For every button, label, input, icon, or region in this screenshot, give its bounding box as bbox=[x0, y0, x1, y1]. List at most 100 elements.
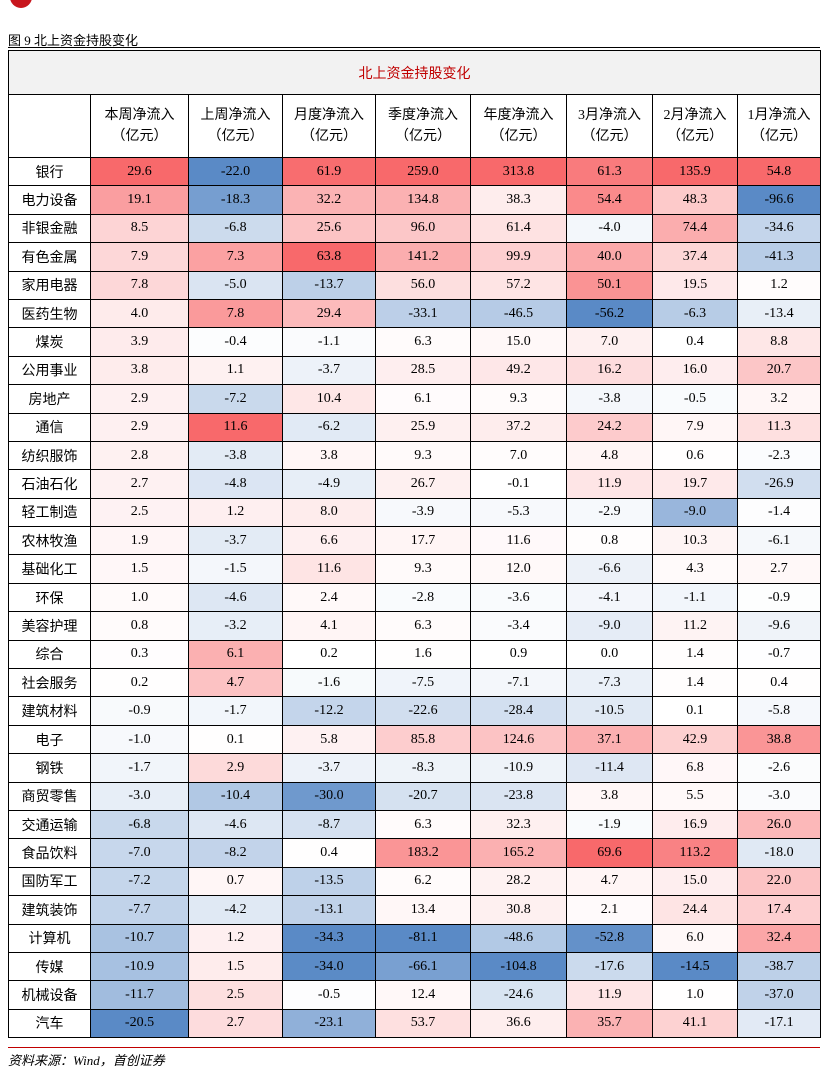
value-cell: -2.8 bbox=[375, 582, 471, 613]
value-cell: 1.5 bbox=[188, 951, 283, 982]
value-cell: 32.2 bbox=[282, 185, 376, 215]
column-unit: （亿元） bbox=[751, 129, 808, 144]
column-name: 月度净流入 bbox=[294, 108, 364, 123]
table-row: 有色金属 7.9 7.3 63.8 141.2 99.9 40.0 37.4 -41.3 bbox=[8, 242, 822, 272]
row-label: 国防军工 bbox=[8, 866, 91, 897]
column-header: 3月净流入 （亿元） bbox=[566, 94, 653, 158]
value-cell: -1.1 bbox=[282, 327, 376, 357]
column-unit: （亿元） bbox=[395, 129, 451, 144]
value-cell: -1.4 bbox=[736, 497, 822, 528]
table-row: 传媒 -10.9 1.5 -34.0 -66.1 -104.8 -17.6 -14.5 -38.… bbox=[8, 951, 822, 982]
value-cell: -3.7 bbox=[188, 526, 283, 556]
value-cell: -3.7 bbox=[282, 355, 376, 386]
table-row: 建筑材料 -0.9 -1.7 -12.2 -22.6 -28.4 -10.5 0.1 -5.8 bbox=[8, 696, 822, 726]
value-cell: 0.6 bbox=[652, 440, 738, 471]
value-cell: 53.7 bbox=[375, 1008, 471, 1039]
value-cell: 7.8 bbox=[90, 270, 189, 300]
column-name: 年度净流入 bbox=[483, 108, 554, 123]
value-cell: -7.5 bbox=[375, 668, 471, 698]
value-cell: 1.6 bbox=[375, 639, 471, 670]
value-cell: 7.3 bbox=[188, 242, 283, 272]
column-header: 上周净流入 （亿元） bbox=[188, 94, 283, 158]
table-row: 建筑装饰 -7.7 -4.2 -13.1 13.4 30.8 2.1 24.4 17.4 bbox=[8, 895, 822, 925]
value-cell: -0.4 bbox=[188, 327, 283, 357]
column-header: 年度净流入 （亿元） bbox=[470, 94, 567, 158]
value-cell: 124.6 bbox=[470, 724, 567, 755]
value-cell: -3.8 bbox=[566, 384, 653, 414]
value-cell: -6.8 bbox=[90, 809, 189, 840]
value-cell: 11.6 bbox=[470, 526, 567, 556]
table-row: 钢铁 -1.7 2.9 -3.7 -8.3 -10.9 -11.4 6.8 -2.6 bbox=[8, 753, 822, 783]
value-cell: -81.1 bbox=[375, 923, 471, 953]
value-cell: -6.2 bbox=[282, 412, 376, 442]
value-cell: 6.3 bbox=[375, 809, 471, 840]
value-cell: 69.6 bbox=[566, 838, 653, 868]
table-row: 食品饮料 -7.0 -8.2 0.4 183.2 165.2 69.6 113.2 -18.0 bbox=[8, 838, 822, 868]
column-unit: （亿元） bbox=[667, 129, 723, 144]
value-cell: -38.7 bbox=[736, 951, 822, 982]
table-row: 电子 -1.0 0.1 5.8 85.8 124.6 37.1 42.9 38.8 bbox=[8, 724, 822, 755]
value-cell: -0.1 bbox=[470, 469, 567, 499]
table-row: 家用电器 7.8 -5.0 -13.7 56.0 57.2 50.1 19.5 1.2 bbox=[8, 270, 822, 300]
value-cell: 25.6 bbox=[282, 213, 376, 244]
value-cell: 1.5 bbox=[90, 554, 189, 584]
value-cell: 3.8 bbox=[282, 440, 376, 471]
table-row: 美容护理 0.8 -3.2 4.1 6.3 -3.4 -9.0 11.2 -9.6 bbox=[8, 611, 822, 641]
value-cell: -3.7 bbox=[282, 753, 376, 783]
value-cell: 2.4 bbox=[282, 582, 376, 613]
value-cell: -10.4 bbox=[188, 781, 283, 811]
value-cell: 2.5 bbox=[90, 497, 189, 528]
value-cell: 12.4 bbox=[375, 980, 471, 1010]
value-cell: -3.9 bbox=[375, 497, 471, 528]
row-label: 非银金融 bbox=[8, 213, 91, 244]
value-cell: 24.4 bbox=[652, 895, 738, 925]
value-cell: -22.6 bbox=[375, 696, 471, 726]
value-cell: -6.1 bbox=[736, 526, 822, 556]
value-cell: 2.7 bbox=[90, 469, 189, 499]
row-label: 综合 bbox=[8, 639, 91, 670]
value-cell: 11.6 bbox=[188, 412, 283, 442]
value-cell: 11.9 bbox=[566, 980, 653, 1010]
column-name: 2月净流入 bbox=[663, 108, 727, 123]
value-cell: 3.9 bbox=[90, 327, 189, 357]
value-cell: 0.1 bbox=[652, 696, 738, 726]
value-cell: 19.1 bbox=[90, 185, 189, 215]
value-cell: -1.0 bbox=[90, 724, 189, 755]
value-cell: 6.3 bbox=[375, 611, 471, 641]
value-cell: -0.9 bbox=[736, 582, 822, 613]
value-cell: -1.5 bbox=[188, 554, 283, 584]
value-cell: -4.2 bbox=[188, 895, 283, 925]
heatmap-table: 北上资金持股变化 本周净流入 （亿元） 上周净流入 （亿元） 月度净流入 （亿元） 季度净流… bbox=[7, 50, 822, 1039]
value-cell: -2.6 bbox=[736, 753, 822, 783]
value-cell: 28.2 bbox=[470, 866, 567, 897]
value-cell: 4.1 bbox=[282, 611, 376, 641]
value-cell: 56.0 bbox=[375, 270, 471, 300]
row-label: 社会服务 bbox=[8, 668, 91, 698]
value-cell: 37.2 bbox=[470, 412, 567, 442]
column-header: 季度净流入 （亿元） bbox=[375, 94, 471, 158]
value-cell: -1.6 bbox=[282, 668, 376, 698]
value-cell: 29.4 bbox=[282, 298, 376, 329]
row-label: 通信 bbox=[8, 412, 91, 442]
value-cell: 17.7 bbox=[375, 526, 471, 556]
row-label: 交通运输 bbox=[8, 809, 91, 840]
value-cell: -13.5 bbox=[282, 866, 376, 897]
value-cell: 313.8 bbox=[470, 156, 567, 187]
value-cell: 48.3 bbox=[652, 185, 738, 215]
value-cell: 11.6 bbox=[282, 554, 376, 584]
value-cell: 2.7 bbox=[188, 1008, 283, 1039]
value-cell: 99.9 bbox=[470, 242, 567, 272]
row-label: 轻工制造 bbox=[8, 497, 91, 528]
value-cell: 11.9 bbox=[566, 469, 653, 499]
value-cell: 85.8 bbox=[375, 724, 471, 755]
value-cell: 10.4 bbox=[282, 384, 376, 414]
row-label: 建筑装饰 bbox=[8, 895, 91, 925]
value-cell: 35.7 bbox=[566, 1008, 653, 1039]
value-cell: 0.2 bbox=[282, 639, 376, 670]
value-cell: 61.3 bbox=[566, 156, 653, 187]
row-label: 房地产 bbox=[8, 384, 91, 414]
row-label: 食品饮料 bbox=[8, 838, 91, 868]
column-name: 1月净流入 bbox=[747, 108, 811, 123]
value-cell: -22.0 bbox=[188, 156, 283, 187]
